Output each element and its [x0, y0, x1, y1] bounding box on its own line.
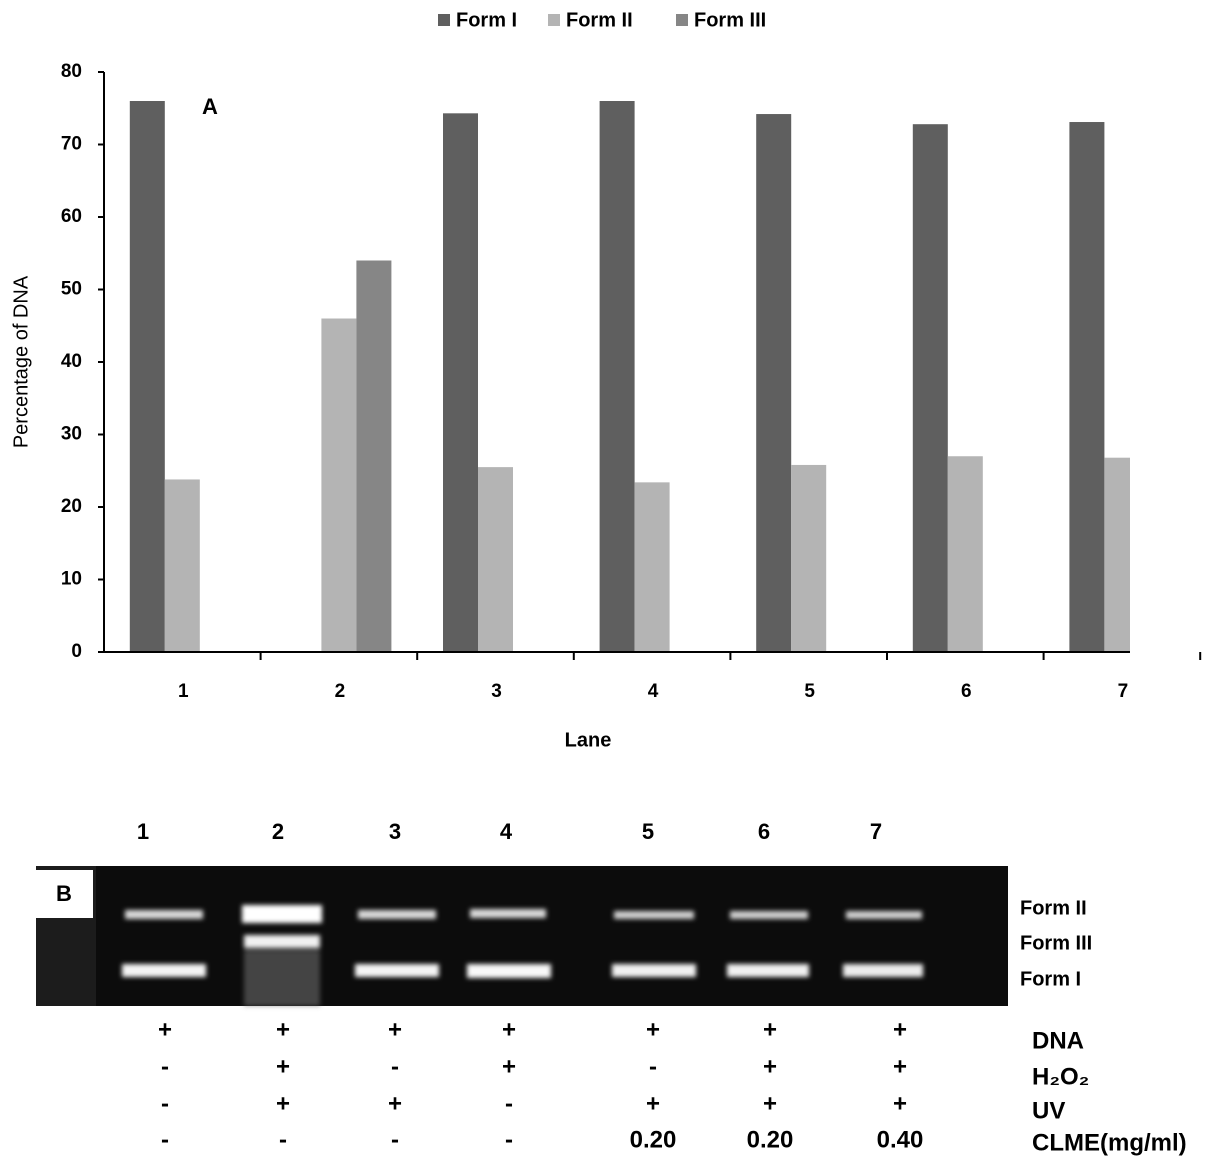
- condition-value: +: [646, 1090, 660, 1117]
- condition-value: +: [763, 1090, 777, 1117]
- x-tick-label: 5: [804, 681, 815, 702]
- condition-label: CLME(mg/ml): [1032, 1129, 1187, 1156]
- legend-label: Form II: [566, 9, 633, 31]
- gel-image: [36, 866, 1008, 1006]
- x-tick-label: 1: [178, 681, 189, 702]
- y-tick-label: 30: [61, 424, 82, 445]
- condition-value: 0.20: [630, 1126, 677, 1153]
- x-axis-title: Lane: [565, 729, 612, 751]
- bar: [913, 124, 948, 652]
- condition-value: -: [161, 1090, 169, 1117]
- y-axis-title: Percentage of DNA: [10, 275, 32, 448]
- condition-value: +: [388, 1090, 402, 1117]
- lane-number: 7: [870, 819, 882, 844]
- bar: [165, 479, 200, 652]
- condition-value: -: [391, 1053, 399, 1080]
- band-label: Form I: [1020, 968, 1081, 990]
- band-label: Form II: [1020, 897, 1087, 919]
- legend-swatch: [676, 14, 688, 26]
- bar: [478, 467, 513, 652]
- condition-value: -: [161, 1126, 169, 1153]
- condition-value: +: [893, 1090, 907, 1117]
- legend-swatch: [438, 14, 450, 26]
- bar: [1069, 122, 1104, 652]
- bar: [791, 465, 826, 652]
- figure: A Percentage of DNA Lane B 0102030405060…: [0, 0, 1219, 1162]
- x-tick-label: 6: [961, 681, 972, 702]
- bar: [1104, 458, 1139, 652]
- condition-value: -: [505, 1090, 513, 1117]
- condition-value: -: [505, 1126, 513, 1153]
- condition-value: +: [646, 1016, 660, 1043]
- lane-number: 3: [389, 819, 401, 844]
- y-tick-label: 50: [61, 279, 82, 300]
- condition-value: +: [158, 1016, 172, 1043]
- y-tick-label: 20: [61, 496, 82, 517]
- y-tick-label: 70: [61, 134, 82, 155]
- bar: [756, 114, 791, 652]
- y-tick-label: 40: [61, 351, 82, 372]
- x-tick-label: 7: [1118, 681, 1129, 702]
- condition-value: +: [763, 1016, 777, 1043]
- lane-number: 4: [500, 819, 513, 844]
- y-tick-label: 80: [61, 61, 82, 82]
- x-tick-label: 2: [335, 681, 346, 702]
- condition-value: +: [893, 1053, 907, 1080]
- condition-value: +: [763, 1053, 777, 1080]
- condition-value: -: [279, 1126, 287, 1153]
- panel-label: B: [56, 881, 72, 906]
- condition-label: H₂O₂: [1032, 1063, 1089, 1090]
- bar: [356, 261, 391, 653]
- bar: [443, 113, 478, 652]
- bar: [600, 101, 635, 652]
- legend-swatch: [548, 14, 560, 26]
- lane-number: 1: [137, 819, 149, 844]
- bar: [948, 456, 983, 652]
- band-label: Form III: [1020, 932, 1092, 954]
- condition-value: 0.40: [877, 1126, 924, 1153]
- legend-label: Form III: [694, 9, 766, 31]
- condition-value: -: [391, 1126, 399, 1153]
- condition-value: +: [276, 1090, 290, 1117]
- panel-label: A: [202, 94, 218, 119]
- condition-label: DNA: [1032, 1027, 1084, 1054]
- condition-value: +: [276, 1016, 290, 1043]
- condition-label: UV: [1032, 1097, 1065, 1124]
- x-tick-label: 3: [491, 681, 502, 702]
- lane-number: 6: [758, 819, 770, 844]
- condition-value: -: [161, 1053, 169, 1080]
- condition-value: +: [276, 1053, 290, 1080]
- y-tick-label: 10: [61, 569, 82, 590]
- y-tick-label: 60: [61, 206, 82, 227]
- y-tick-label: 0: [71, 641, 82, 662]
- condition-value: -: [649, 1053, 657, 1080]
- condition-value: +: [893, 1016, 907, 1043]
- x-tick-label: 4: [648, 681, 659, 702]
- bar: [635, 482, 670, 652]
- plot-area: [130, 101, 1140, 652]
- lane-number: 5: [642, 819, 654, 844]
- condition-value: 0.20: [747, 1126, 794, 1153]
- lane-number: 2: [272, 819, 284, 844]
- bar: [321, 319, 356, 653]
- condition-value: +: [502, 1053, 516, 1080]
- legend-label: Form I: [456, 9, 517, 31]
- condition-value: +: [388, 1016, 402, 1043]
- bar: [130, 101, 165, 652]
- condition-value: +: [502, 1016, 516, 1043]
